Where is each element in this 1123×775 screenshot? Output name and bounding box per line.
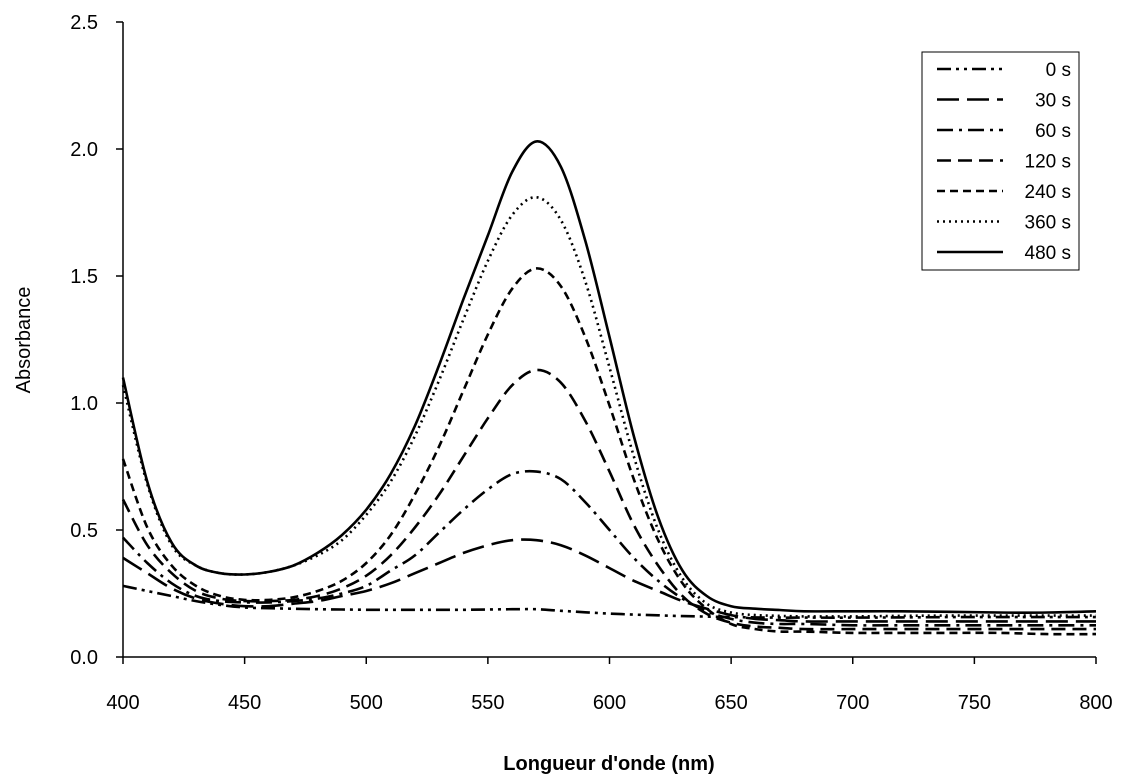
series-line-60s xyxy=(122,469,1096,627)
x-tick-label: 400 xyxy=(106,692,139,714)
series-line-240s xyxy=(121,267,1097,636)
x-axis-title: Longueur d'onde (nm) xyxy=(503,753,714,775)
x-tick-label: 700 xyxy=(836,692,869,714)
y-axis-ticks: 0.0 0.5 1.0 1.5 2.0 2.5 xyxy=(70,12,123,669)
legend-label: 360 s xyxy=(1025,213,1071,234)
series-line-480s xyxy=(121,140,1097,614)
x-tick-label: 650 xyxy=(714,692,747,714)
x-tick-label: 750 xyxy=(958,692,991,714)
y-tick-label: 1.5 xyxy=(70,266,98,288)
series-lines xyxy=(121,140,1097,636)
legend-label: 480 s xyxy=(1025,243,1071,264)
x-tick-label: 500 xyxy=(350,692,383,714)
legend-label: 30 s xyxy=(1035,91,1071,112)
y-tick-label: 0.0 xyxy=(70,647,98,669)
y-axis-title: Absorbance xyxy=(13,287,35,394)
y-tick-label: 2.5 xyxy=(70,12,98,34)
series-line-0s xyxy=(122,584,1096,619)
y-tick-label: 2.0 xyxy=(70,139,98,161)
legend: 0 s 30 s 60 s 120 s 240 s 360 s 480 s xyxy=(921,51,1080,271)
y-tick-label: 1.0 xyxy=(70,393,98,415)
legend-label: 240 s xyxy=(1025,182,1071,203)
series-line-30s xyxy=(122,538,1096,623)
x-axis-ticks: 400 450 500 550 600 650 700 750 800 xyxy=(106,657,1113,714)
series-line-120s xyxy=(121,368,1096,631)
x-tick-label: 550 xyxy=(471,692,504,714)
legend-label: 60 s xyxy=(1035,121,1071,142)
x-tick-label: 600 xyxy=(593,692,626,714)
legend-label: 0 s xyxy=(1046,60,1071,81)
x-tick-label: 450 xyxy=(228,692,261,714)
x-tick-label: 800 xyxy=(1079,692,1112,714)
y-tick-label: 0.5 xyxy=(70,520,98,542)
legend-label: 120 s xyxy=(1025,152,1071,173)
